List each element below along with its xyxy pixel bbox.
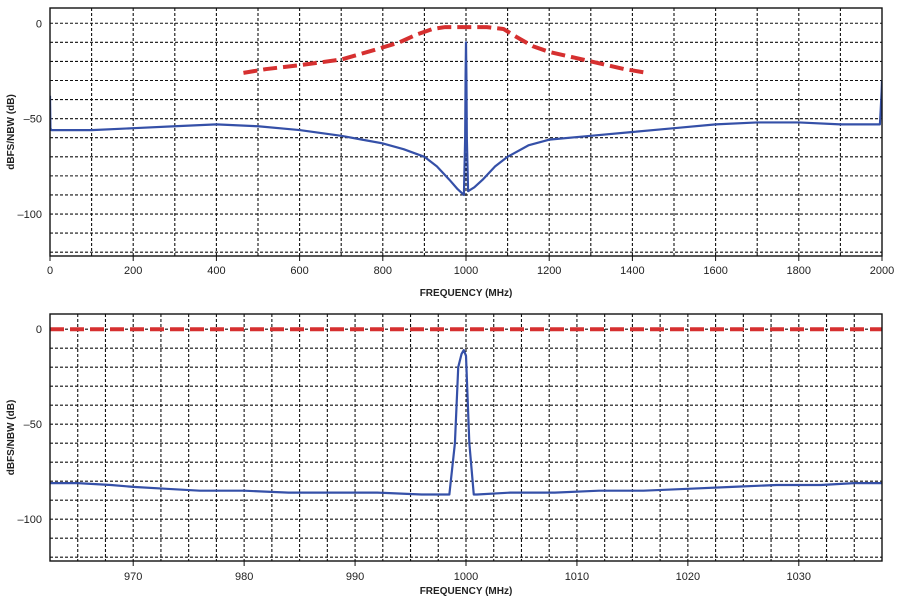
x-tick-label: 200 — [124, 265, 142, 277]
x-tick-label: 1000 — [454, 265, 478, 277]
x-tick-label: 1000 — [454, 571, 478, 583]
y-tick-label: –50 — [24, 419, 42, 431]
chart-panel-2: 970 980 990 1000 1010 1020 1030 0 –50 –100 FREQUEN… — [6, 313, 883, 597]
x-tick-label: 400 — [207, 265, 225, 277]
x-tick-label: 1400 — [620, 265, 644, 277]
y-axis-title: dBFS/NBW (dB) — [6, 94, 17, 170]
series-group — [50, 25, 882, 197]
y-tick-label: –50 — [24, 114, 42, 126]
x-tick-label: 800 — [374, 265, 392, 277]
x-tick-label: 2000 — [870, 265, 894, 277]
y-tick-label: –100 — [18, 209, 42, 221]
x-tick-label: 1600 — [703, 265, 727, 277]
y-tick-label: –100 — [18, 514, 42, 526]
mask-line-1 — [243, 25, 648, 75]
x-tick-label: 1020 — [676, 571, 700, 583]
x-tick-label: 970 — [124, 571, 142, 583]
x-tick-label: 980 — [235, 571, 253, 583]
x-tick-label: 990 — [346, 571, 364, 583]
y-axis-title: dBFS/NBW (dB) — [6, 400, 17, 476]
x-axis-title: FREQUENCY (MHz) — [420, 586, 513, 597]
spectrum-line-2 — [50, 349, 882, 496]
x-tick-label: 1200 — [537, 265, 561, 277]
chart-panel-1: 0 200 400 600 800 1000 1200 1400 1600 1800 2000 0 –5… — [6, 7, 894, 299]
x-tick-label: 1800 — [787, 265, 811, 277]
x-tick-label: 1030 — [787, 571, 811, 583]
spectrum-line-1 — [50, 41, 882, 197]
x-tick-label: 1010 — [565, 571, 589, 583]
x-axis-title: FREQUENCY (MHz) — [420, 288, 513, 299]
x-tick-label: 0 — [47, 265, 53, 277]
y-tick-label: 0 — [36, 324, 42, 336]
y-tick-label: 0 — [36, 18, 42, 30]
series-group — [50, 327, 882, 496]
x-tick-label: 600 — [290, 265, 308, 277]
